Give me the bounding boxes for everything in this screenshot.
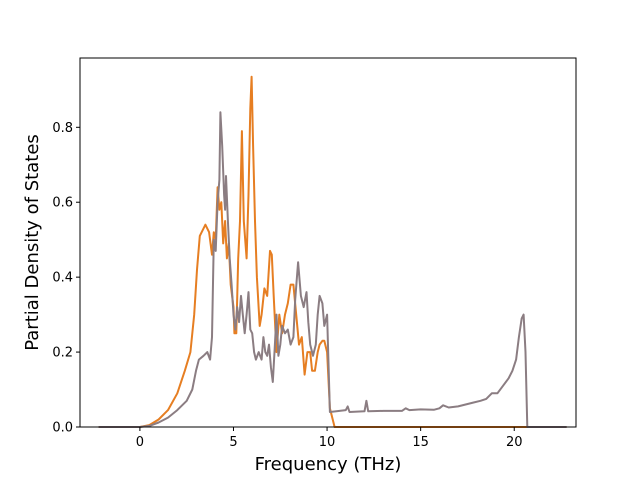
y-tick-label: 0.8 xyxy=(52,121,73,136)
x-tick-label: 20 xyxy=(506,435,523,450)
series-lines xyxy=(98,75,567,428)
y-tick-label: 0.4 xyxy=(52,271,73,286)
x-tick-label: 5 xyxy=(229,435,237,450)
series-line-1 xyxy=(98,75,567,428)
y-tick-label: 0.6 xyxy=(52,196,73,211)
x-axis-ticks: 0 5 10 15 20 xyxy=(136,427,523,450)
y-axis-ticks: 0.0 0.2 0.4 0.6 0.8 xyxy=(52,121,80,436)
x-tick-label: 10 xyxy=(319,435,336,450)
x-axis-label: Frequency (THz) xyxy=(255,454,402,475)
y-tick-label: 0.2 xyxy=(52,346,73,361)
y-tick-label: 0.0 xyxy=(52,421,73,436)
x-tick-label: 15 xyxy=(412,435,429,450)
y-axis-label: Partial Density of States xyxy=(22,134,43,351)
x-tick-label: 0 xyxy=(136,435,144,450)
plot-frame xyxy=(79,57,577,428)
series-line-2 xyxy=(98,111,567,428)
